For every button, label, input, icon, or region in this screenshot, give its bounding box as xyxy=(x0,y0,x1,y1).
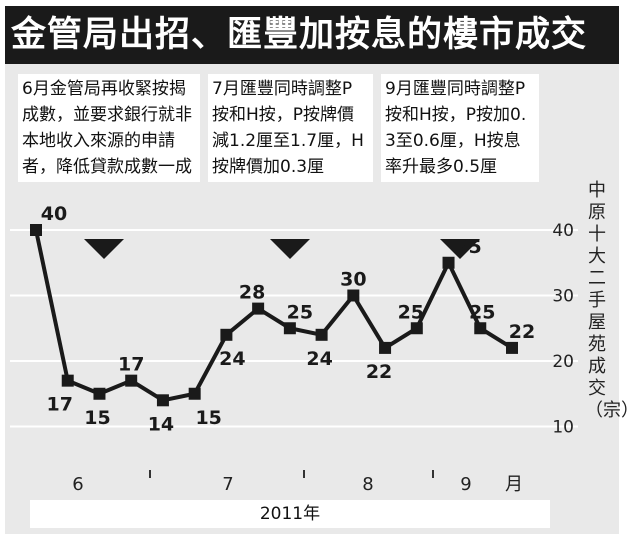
data-label: 25 xyxy=(398,301,424,323)
data-point xyxy=(61,374,74,387)
data-point xyxy=(379,341,392,354)
x-tick-label: 9 xyxy=(460,474,471,495)
data-point xyxy=(506,341,518,354)
data-point xyxy=(220,328,233,341)
data-point xyxy=(442,256,455,269)
data-label: 25 xyxy=(469,301,495,323)
event-marker-arrow xyxy=(440,239,480,259)
data-label: 28 xyxy=(239,282,265,304)
data-point xyxy=(188,387,201,400)
data-point xyxy=(474,322,487,335)
annotation-september: 9月匯豐同時調整P按和H按，P按加0.3至0.6厘，H按息率升最多0.5厘 xyxy=(381,74,539,182)
chart-title: 金管局出招、匯豐加按息的樓市成交 xyxy=(5,6,619,64)
y-tick-label: 30 xyxy=(552,287,574,307)
event-marker-arrow xyxy=(270,239,310,259)
data-label: 17 xyxy=(47,394,73,416)
annotation-june: 6月金管局再收緊按揭成數，並要求銀行就非本地收入來源的申請者，降低貸款成數一成 xyxy=(18,74,200,182)
data-label: 40 xyxy=(41,203,67,225)
x-tick-label: 7 xyxy=(222,474,233,495)
data-labels: 40 17 15 17 14 15 24 28 25 24 30 22 25 35 25 22 xyxy=(41,203,535,435)
data-point xyxy=(410,322,423,335)
series-line xyxy=(34,229,514,403)
data-point xyxy=(93,387,106,400)
data-point xyxy=(125,374,138,387)
y-tick-labels: 10 20 30 40 xyxy=(552,221,574,438)
gridlines xyxy=(10,229,578,428)
y-axis-title: 中原十大二手屋苑成交（宗） xyxy=(585,180,627,421)
y-tick-label: 20 xyxy=(552,352,574,372)
data-point xyxy=(30,224,42,236)
data-point xyxy=(252,302,265,315)
data-point xyxy=(315,328,328,341)
data-label: 35 xyxy=(455,236,481,258)
data-label: 15 xyxy=(84,407,110,429)
x-axis-title: 2011年 xyxy=(30,500,550,528)
event-markers xyxy=(84,239,480,259)
data-label: 24 xyxy=(306,348,332,370)
data-label: 30 xyxy=(340,269,366,291)
data-point xyxy=(156,394,169,407)
x-tick-labels: 6 7 8 9 月 xyxy=(72,470,523,495)
x-tick-label: 6 xyxy=(72,474,83,495)
x-tick-label: 月 xyxy=(505,474,523,495)
data-label: 14 xyxy=(148,413,174,435)
data-label: 15 xyxy=(195,407,221,429)
event-marker-arrow xyxy=(84,239,124,259)
data-points xyxy=(30,224,518,407)
data-label: 22 xyxy=(366,361,392,383)
data-label: 25 xyxy=(287,301,313,323)
data-point xyxy=(347,289,360,302)
y-tick-label: 40 xyxy=(552,221,574,241)
data-label: 24 xyxy=(219,348,245,370)
data-label: 17 xyxy=(118,354,144,376)
y-tick-label: 10 xyxy=(552,418,574,438)
data-label: 22 xyxy=(509,321,535,343)
data-point xyxy=(283,322,296,335)
annotation-july: 7月匯豐同時調整P按和H按，P按牌價減1.2厘至1.7厘，H按牌價加0.3厘 xyxy=(208,74,373,182)
x-tick-label: 8 xyxy=(362,474,373,495)
